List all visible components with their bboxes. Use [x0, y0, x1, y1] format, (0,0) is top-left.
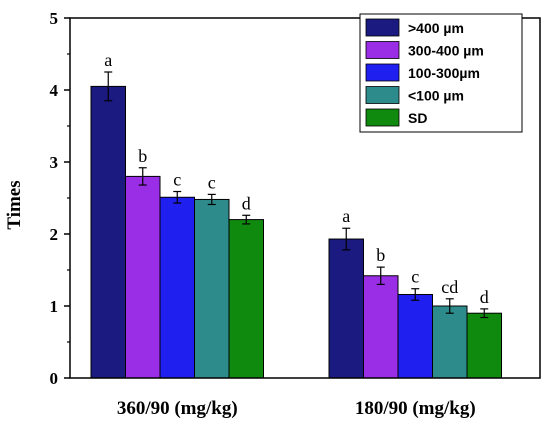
y-tick-label: 3: [50, 153, 59, 172]
significance-label: c: [173, 170, 181, 190]
legend-label: <100 µm: [408, 88, 464, 104]
x-category-label: 180/90 (mg/kg): [355, 398, 476, 419]
bar: [432, 305, 468, 379]
bar: [363, 275, 399, 379]
legend-swatch: [365, 108, 400, 127]
legend-label: >400 µm: [408, 20, 464, 36]
legend-label: 300-400 µm: [408, 43, 484, 59]
y-axis-title: Times: [4, 180, 25, 229]
bar: [328, 238, 364, 379]
bar: [159, 196, 195, 379]
significance-label: a: [342, 206, 350, 226]
legend-swatch: [365, 18, 400, 37]
axes-layer: 0 1 2 3 4 5 360/90 (mg/kg) 180/90 (mg/kg): [50, 9, 541, 419]
bar: [90, 85, 126, 379]
significance-label: d: [480, 287, 489, 307]
bar: [397, 293, 433, 379]
bar: [194, 198, 230, 379]
legend-label: SD: [408, 110, 427, 126]
legend-swatch: [365, 41, 400, 59]
legend-swatch: [365, 86, 400, 104]
y-tick-label: 0: [50, 369, 59, 388]
legend-label: 100-300µm: [408, 65, 480, 81]
significance-label: b: [138, 146, 147, 166]
bar: [228, 219, 264, 379]
legend: >400 µm 300-400 µm 100-300µm <100 µm SD: [359, 13, 523, 133]
x-category-label: 360/90 (mg/kg): [117, 398, 238, 419]
significance-label: c: [411, 267, 419, 287]
bar: [466, 312, 502, 379]
y-tick-label: 4: [50, 81, 59, 100]
bar: [125, 175, 161, 379]
legend-swatch: [365, 63, 400, 82]
y-tick-label: 2: [50, 225, 59, 244]
significance-label: d: [242, 193, 251, 213]
y-tick-label: 1: [50, 297, 59, 316]
y-tick-label: 5: [50, 9, 59, 28]
significance-label: a: [104, 50, 112, 70]
significance-label: cd: [441, 277, 458, 297]
significance-label: b: [376, 245, 385, 265]
significance-label: c: [208, 172, 216, 192]
